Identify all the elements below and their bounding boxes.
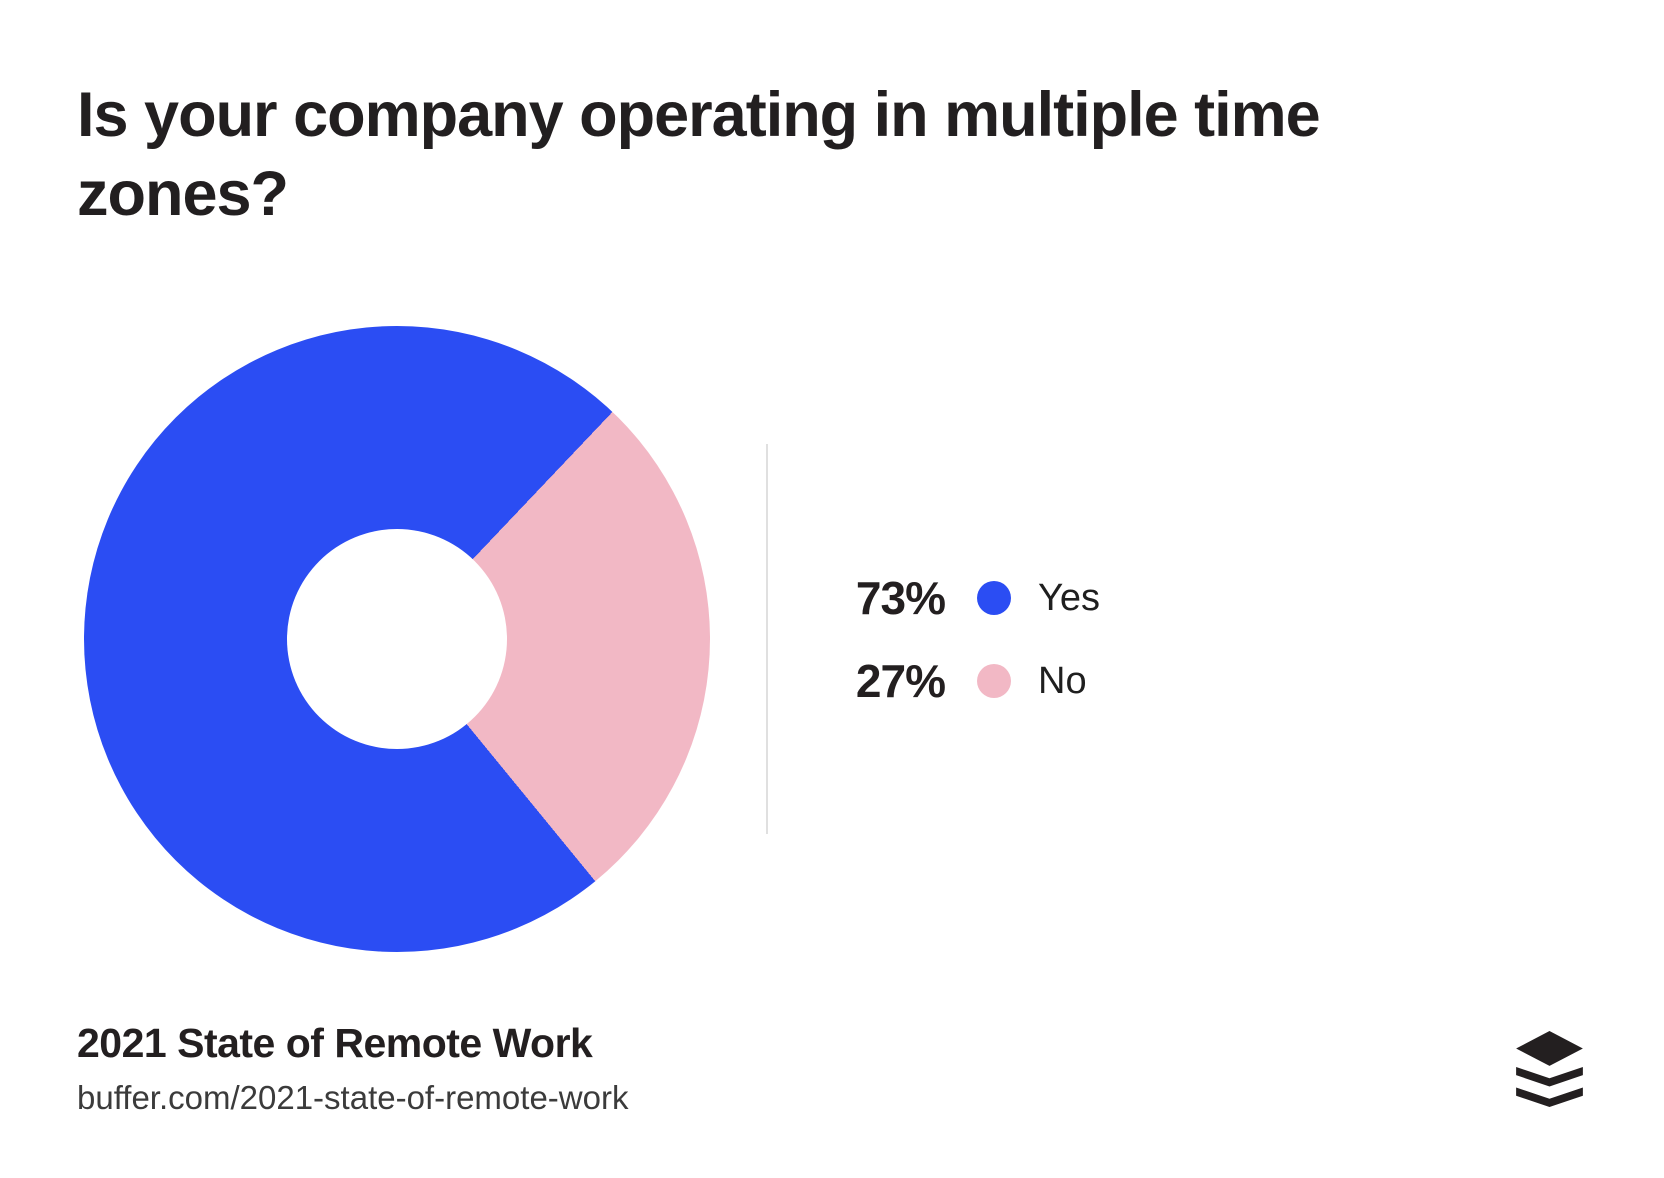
source-title: 2021 State of Remote Work — [77, 1020, 593, 1066]
source-url: buffer.com/2021-state-of-remote-work — [77, 1079, 629, 1116]
buffer-logo-chevron-1 — [1516, 1066, 1583, 1087]
legend-row-no: 27% No — [815, 655, 1100, 707]
legend-label-yes: Yes — [1038, 576, 1100, 619]
page-title: Is your company operating in multiple ti… — [77, 80, 1321, 229]
legend-divider-line — [766, 444, 768, 834]
buffer-logo-diamond — [1516, 1031, 1583, 1066]
donut-chart-hole — [287, 529, 507, 749]
buffer-logo-icon — [1516, 1031, 1583, 1107]
legend-dot-yes-icon — [977, 581, 1011, 615]
donut-chart — [84, 326, 710, 952]
legend-row-yes: 73% Yes — [815, 572, 1100, 624]
legend-percent-yes: 73% — [855, 572, 946, 624]
legend-percent-no: 27% — [855, 655, 946, 707]
legend-dot-no-icon — [977, 664, 1011, 698]
buffer-logo-chevron-2 — [1516, 1087, 1583, 1107]
chart-legend: 73% Yes 27% No — [815, 572, 1100, 740]
legend-label-no: No — [1038, 659, 1087, 702]
